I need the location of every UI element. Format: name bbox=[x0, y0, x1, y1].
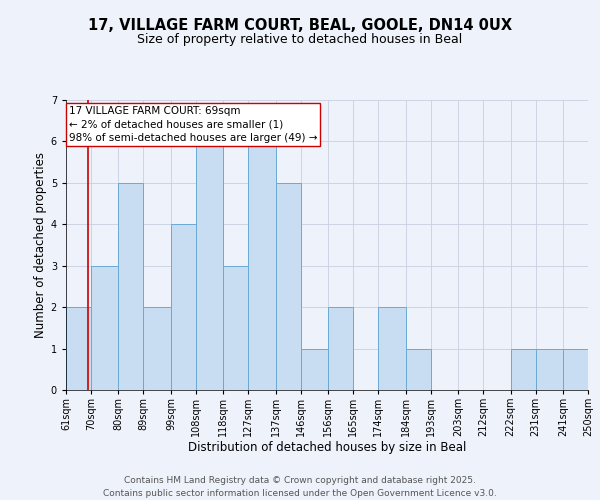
X-axis label: Distribution of detached houses by size in Beal: Distribution of detached houses by size … bbox=[188, 440, 466, 454]
Bar bbox=[66, 307, 91, 390]
Text: Contains HM Land Registry data © Crown copyright and database right 2025.
Contai: Contains HM Land Registry data © Crown c… bbox=[103, 476, 497, 498]
Bar bbox=[118, 183, 143, 390]
Bar bbox=[276, 183, 301, 390]
Bar bbox=[248, 142, 276, 390]
Text: 17, VILLAGE FARM COURT, BEAL, GOOLE, DN14 0UX: 17, VILLAGE FARM COURT, BEAL, GOOLE, DN1… bbox=[88, 18, 512, 32]
Bar bbox=[406, 348, 431, 390]
Bar bbox=[91, 266, 118, 390]
Bar bbox=[563, 348, 588, 390]
Bar bbox=[536, 348, 563, 390]
Bar bbox=[328, 307, 353, 390]
Bar bbox=[171, 224, 196, 390]
Text: Size of property relative to detached houses in Beal: Size of property relative to detached ho… bbox=[137, 32, 463, 46]
Y-axis label: Number of detached properties: Number of detached properties bbox=[34, 152, 47, 338]
Bar bbox=[511, 348, 536, 390]
Bar bbox=[143, 307, 171, 390]
Text: 17 VILLAGE FARM COURT: 69sqm
← 2% of detached houses are smaller (1)
98% of semi: 17 VILLAGE FARM COURT: 69sqm ← 2% of det… bbox=[69, 106, 317, 142]
Bar bbox=[196, 142, 223, 390]
Bar bbox=[223, 266, 248, 390]
Bar bbox=[301, 348, 328, 390]
Bar bbox=[378, 307, 406, 390]
